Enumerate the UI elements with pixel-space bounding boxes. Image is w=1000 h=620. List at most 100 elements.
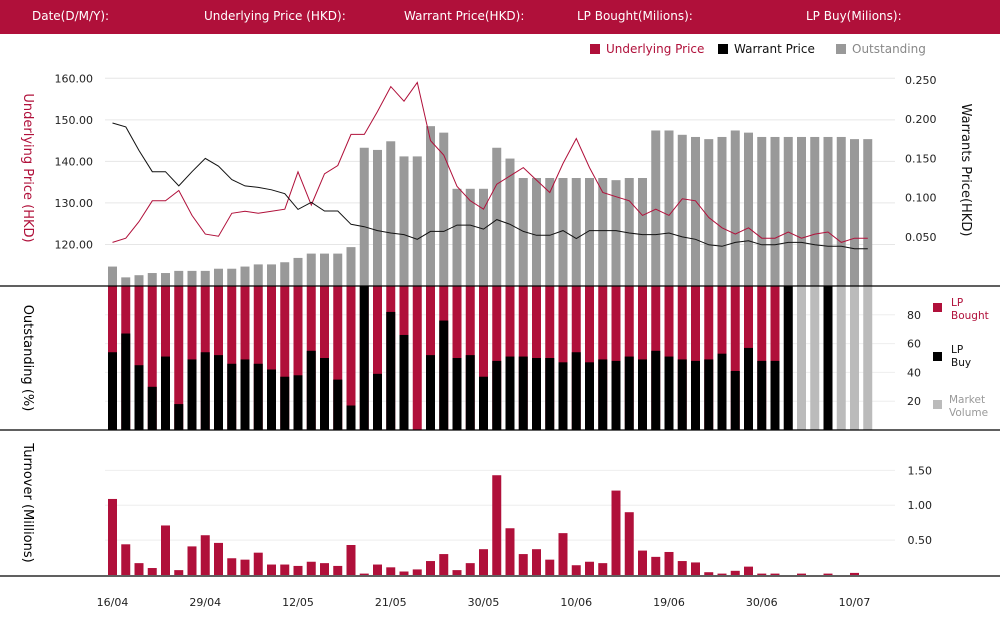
outstanding-bar: [783, 136, 793, 286]
lp-buy-bar: [200, 352, 210, 430]
lp-buy-bar: [465, 355, 475, 430]
market-volume-legend-line1: Market: [949, 394, 986, 406]
outstanding-bar: [757, 136, 767, 286]
lp-buy-bar: [624, 356, 634, 430]
turnover-bar: [227, 558, 237, 575]
lp-bought-bar: [227, 286, 237, 430]
outstanding-bar: [545, 178, 555, 286]
lp-buy-bar: [585, 362, 594, 430]
outstanding-bar: [797, 136, 806, 286]
lp-buy-bar: [293, 375, 303, 430]
turnover-bar: [571, 565, 581, 575]
lp-bought-bar: [691, 286, 700, 430]
outstanding-bar: [664, 130, 674, 286]
right-axis-tick-label: 0.050: [905, 231, 937, 244]
left-axis-tick-label: 150.00: [55, 114, 94, 127]
lp-buy-bar: [214, 355, 223, 430]
turnover-bar: [558, 533, 568, 575]
lp-buy-bar: [439, 320, 449, 430]
lp-buy-bar: [651, 350, 661, 430]
legend-warrant-price[interactable]: Warrant Price: [718, 42, 815, 56]
turnover-bar: [200, 535, 210, 575]
turnover-bar: [412, 569, 422, 575]
lp-bought-bar: [346, 286, 356, 430]
turnover-bar: [730, 570, 740, 575]
outstanding-bar: [638, 178, 647, 286]
lp-axis-tick-label: 40: [907, 366, 921, 379]
outstanding-bar: [373, 149, 382, 286]
market-volume-legend-swatch: [933, 400, 942, 409]
outstanding-axis-title: Outstanding (%): [20, 305, 35, 412]
outstanding-bar: [677, 134, 687, 286]
lp-buy-bar: [147, 386, 157, 430]
turnover-bar: [346, 545, 356, 575]
legend-warrant-label: Warrant Price: [734, 42, 815, 56]
lp-buy-bar: [346, 405, 356, 430]
outstanding-bar: [611, 180, 621, 286]
lp-buy-bar: [121, 333, 131, 430]
turnover-bar: [426, 561, 435, 575]
lp-bought-bar: [611, 286, 621, 430]
lp-buy-bar: [532, 358, 541, 430]
lp-buy-bar: [638, 359, 647, 430]
turnover-bar: [452, 570, 462, 575]
outstanding-bar: [412, 156, 422, 286]
lp-buy-bar: [823, 286, 833, 430]
lp-buy-bar: [770, 360, 780, 430]
x-axis-date-label: 10/06: [560, 596, 592, 609]
lp-buy-bar: [333, 379, 343, 430]
lp-axis-tick-label: 80: [907, 309, 921, 322]
turnover-axis-title: Turnover (Millions): [20, 442, 35, 562]
turnover-bar: [611, 490, 621, 575]
lp-buy-bar: [306, 350, 316, 430]
legend-warrant-swatch: [718, 44, 728, 54]
lp-buy-bar: [664, 356, 674, 430]
legend-outstanding[interactable]: Outstanding: [836, 42, 926, 56]
outstanding-bar: [624, 178, 634, 286]
turnover-bar: [386, 567, 396, 575]
turnover-bar: [744, 566, 753, 575]
lp-buy-bar: [373, 373, 382, 430]
outstanding-bar: [399, 156, 409, 286]
turnover-bar: [174, 570, 184, 575]
outstanding-bar: [187, 270, 197, 286]
lp-bought-legend-line2: Bought: [951, 310, 989, 322]
x-axis-date-label: 29/04: [189, 596, 221, 609]
text-layer: 120.00 130.00 140.00 150.00 160.00 0.050 0.100…: [20, 72, 973, 609]
lp-buy-bar: [545, 358, 555, 430]
market-volume-bar: [863, 286, 873, 430]
warrant-price-header-label: Warrant Price(HKD):: [404, 9, 525, 23]
lp-buy-bar: [677, 359, 687, 430]
lp-bought-bar: [585, 286, 594, 430]
lp-buy-legend-line2: Buy: [951, 357, 972, 369]
outstanding-bar: [505, 158, 515, 286]
right-axis-tick-label: 0.250: [905, 74, 937, 87]
lp-bought-bar: [677, 286, 687, 430]
turnover-bar: [359, 573, 369, 575]
turnover-bar: [439, 554, 449, 575]
outstanding-bar: [492, 147, 502, 286]
lp-buy-bar: [783, 286, 793, 430]
outstanding-bar: [691, 136, 700, 286]
left-axis-tick-label: 130.00: [55, 197, 94, 210]
legend-outstanding-label: Outstanding: [852, 42, 926, 56]
legend-underlying-price[interactable]: Underlying Price: [590, 42, 704, 56]
outstanding-bar: [161, 273, 170, 286]
turnover-bar: [624, 512, 634, 575]
lp-buy-bar: [611, 360, 621, 430]
lp-buy-bar: [386, 311, 396, 430]
outstanding-bar: [346, 247, 356, 286]
lp-buy-bar: [505, 356, 515, 430]
lp-buy-bar: [280, 376, 290, 430]
outstanding-bar: [571, 178, 581, 286]
left-axis-title: Underlying Price (HKD): [20, 93, 35, 242]
outstanding-bar: [333, 253, 343, 286]
outstanding-bar: [452, 188, 462, 286]
turnover-bar: [399, 571, 409, 575]
left-axis-tick-label: 120.00: [55, 238, 94, 251]
outstanding-bar: [651, 130, 661, 286]
left-axis-tick-label: 140.00: [55, 155, 94, 168]
lp-buy-bar: [691, 360, 700, 430]
turnover-bar: [823, 573, 833, 575]
